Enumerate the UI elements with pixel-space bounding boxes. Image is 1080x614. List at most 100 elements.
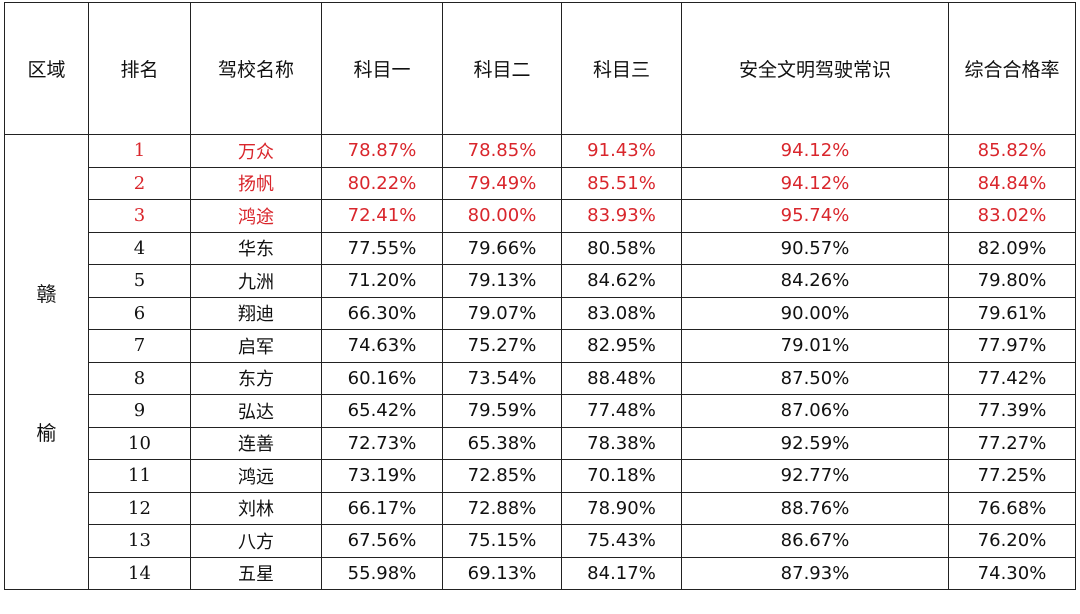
- subject-two-cell: 79.07%: [442, 296, 562, 330]
- safety-knowledge-cell: 84.26%: [681, 264, 949, 298]
- overall-rate-cell: 76.20%: [948, 524, 1076, 558]
- subject-two-cell: 79.49%: [442, 166, 562, 200]
- subject-two-cell: 79.13%: [442, 264, 562, 298]
- rank-cell: 14: [88, 556, 191, 590]
- overall-rate-cell: 77.97%: [948, 329, 1076, 363]
- rank-cell: 7: [88, 329, 191, 363]
- table-body: 赣榆 1 万众 78.87% 78.85% 91.43% 94.12% 85.82% 2 扬帆 80…: [4, 134, 1076, 590]
- subject-three-cell: 88.48%: [561, 361, 682, 395]
- overall-rate-cell: 85.82%: [948, 134, 1076, 168]
- safety-knowledge-cell: 90.00%: [681, 296, 949, 330]
- table-row: 9 弘达 65.42% 79.59% 77.48% 87.06% 77.39%: [5, 394, 1076, 428]
- rank-cell: 10: [88, 426, 191, 460]
- safety-knowledge-cell: 90.57%: [681, 231, 949, 265]
- table-row: 10 连善 72.73% 65.38% 78.38% 92.59% 77.27%: [5, 426, 1076, 460]
- driving-school-pass-rate-table: 区域 排名 驾校名称 科目一 科目二 科目三 安全文明驾驶常识 综合合格率 赣榆…: [4, 2, 1076, 590]
- subject-three-cell: 78.90%: [561, 491, 682, 525]
- rank-cell: 11: [88, 459, 191, 493]
- rank-cell: 8: [88, 361, 191, 395]
- subject-three-cell: 83.08%: [561, 296, 682, 330]
- school-name-cell: 弘达: [190, 394, 322, 428]
- table-row: 4 华东 77.55% 79.66% 80.58% 90.57% 82.09%: [5, 231, 1076, 265]
- subject-one-cell: 77.55%: [321, 231, 443, 265]
- safety-knowledge-cell: 95.74%: [681, 199, 949, 233]
- school-name-cell: 东方: [190, 361, 322, 395]
- subject-one-cell: 66.30%: [321, 296, 443, 330]
- rank-cell: 4: [88, 231, 191, 265]
- table-row: 7 启军 74.63% 75.27% 82.95% 79.01% 77.97%: [5, 329, 1076, 363]
- subject-two-cell: 72.85%: [442, 459, 562, 493]
- rank-cell: 1: [88, 134, 191, 168]
- overall-rate-cell: 74.30%: [948, 556, 1076, 590]
- subject-three-cell: 75.43%: [561, 524, 682, 558]
- subject-one-cell: 73.19%: [321, 459, 443, 493]
- subject-two-cell: 75.27%: [442, 329, 562, 363]
- overall-rate-cell: 84.84%: [948, 166, 1076, 200]
- subject-three-cell: 84.62%: [561, 264, 682, 298]
- safety-knowledge-cell: 92.77%: [681, 459, 949, 493]
- school-name-cell: 启军: [190, 329, 322, 363]
- overall-rate-cell: 82.09%: [948, 231, 1076, 265]
- header-subject-two: 科目二: [442, 2, 562, 135]
- table-row: 14 五星 55.98% 69.13% 84.17% 87.93% 74.30%: [5, 556, 1076, 590]
- safety-knowledge-cell: 79.01%: [681, 329, 949, 363]
- region-cell: 赣榆: [4, 134, 89, 590]
- table-row: 赣榆 1 万众 78.87% 78.85% 91.43% 94.12% 85.82%: [4, 134, 1076, 590]
- header-region: 区域: [4, 2, 89, 135]
- safety-knowledge-cell: 87.50%: [681, 361, 949, 395]
- subject-one-cell: 74.63%: [321, 329, 443, 363]
- table-row: 8 东方 60.16% 73.54% 88.48% 87.50% 77.42%: [5, 361, 1076, 395]
- header-rank: 排名: [88, 2, 191, 135]
- subject-one-cell: 55.98%: [321, 556, 443, 590]
- school-name-cell: 鸿远: [190, 459, 322, 493]
- subject-two-cell: 65.38%: [442, 426, 562, 460]
- table-row: 5 九洲 71.20% 79.13% 84.62% 84.26% 79.80%: [5, 264, 1076, 298]
- school-name-cell: 八方: [190, 524, 322, 558]
- header-subject-three: 科目三: [561, 2, 682, 135]
- safety-knowledge-cell: 87.93%: [681, 556, 949, 590]
- subject-two-cell: 79.66%: [442, 231, 562, 265]
- subject-one-cell: 72.73%: [321, 426, 443, 460]
- overall-rate-cell: 79.61%: [948, 296, 1076, 330]
- table-row: 6 翔迪 66.30% 79.07% 83.08% 90.00% 79.61%: [5, 296, 1076, 330]
- subject-two-cell: 72.88%: [442, 491, 562, 525]
- overall-rate-cell: 79.80%: [948, 264, 1076, 298]
- table-row: 3 鸿途 72.41% 80.00% 83.93% 95.74% 83.02%: [5, 199, 1076, 233]
- overall-rate-cell: 83.02%: [948, 199, 1076, 233]
- header-school-name: 驾校名称: [190, 2, 322, 135]
- subject-one-cell: 71.20%: [321, 264, 443, 298]
- subject-two-cell: 78.85%: [442, 134, 562, 168]
- header-overall-rate: 综合合格率: [948, 2, 1076, 135]
- school-name-cell: 万众: [190, 134, 322, 168]
- overall-rate-cell: 77.25%: [948, 459, 1076, 493]
- subject-two-cell: 79.59%: [442, 394, 562, 428]
- subject-three-cell: 91.43%: [561, 134, 682, 168]
- rank-cell: 9: [88, 394, 191, 428]
- school-name-cell: 五星: [190, 556, 322, 590]
- subject-three-cell: 82.95%: [561, 329, 682, 363]
- school-name-cell: 九洲: [190, 264, 322, 298]
- table-row: 12 刘林 66.17% 72.88% 78.90% 88.76% 76.68%: [5, 491, 1076, 525]
- subject-three-cell: 80.58%: [561, 231, 682, 265]
- school-name-cell: 连善: [190, 426, 322, 460]
- header-subject-one: 科目一: [321, 2, 443, 135]
- subject-one-cell: 67.56%: [321, 524, 443, 558]
- rank-cell: 13: [88, 524, 191, 558]
- subject-one-cell: 80.22%: [321, 166, 443, 200]
- subject-two-cell: 73.54%: [442, 361, 562, 395]
- rank-cell: 3: [88, 199, 191, 233]
- school-name-cell: 翔迪: [190, 296, 322, 330]
- subject-three-cell: 70.18%: [561, 459, 682, 493]
- school-name-cell: 扬帆: [190, 166, 322, 200]
- subject-two-cell: 75.15%: [442, 524, 562, 558]
- subject-three-cell: 77.48%: [561, 394, 682, 428]
- region-char-2: 榆: [36, 421, 57, 445]
- rank-cell: 5: [88, 264, 191, 298]
- header-row: 区域 排名 驾校名称 科目一 科目二 科目三 安全文明驾驶常识 综合合格率: [4, 2, 1076, 135]
- school-name-cell: 华东: [190, 231, 322, 265]
- safety-knowledge-cell: 86.67%: [681, 524, 949, 558]
- subject-one-cell: 60.16%: [321, 361, 443, 395]
- school-name-cell: 刘林: [190, 491, 322, 525]
- region-char-1: 赣: [36, 282, 57, 306]
- table-row: 2 扬帆 80.22% 79.49% 85.51% 94.12% 84.84%: [5, 166, 1076, 200]
